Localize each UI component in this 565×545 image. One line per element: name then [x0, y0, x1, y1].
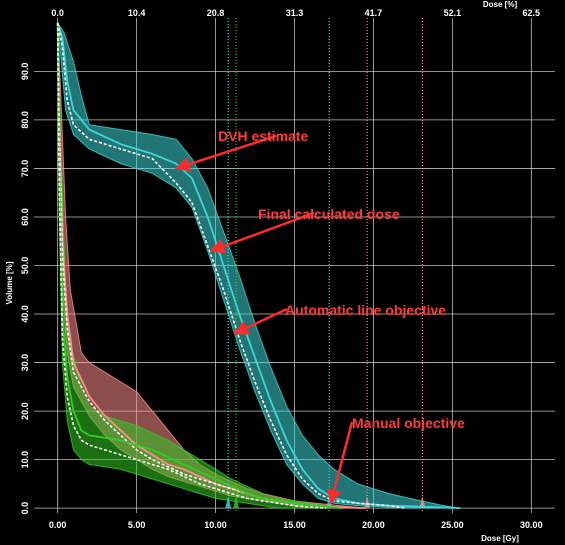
x-tick-label: 10.00 — [204, 520, 227, 530]
series-2-band — [57, 22, 342, 509]
y-axis-label: Volume [%] — [5, 261, 14, 304]
y-tick-label: 80.0 — [20, 111, 30, 129]
x2-tick-label: 20.8 — [207, 8, 225, 18]
x-tick-label: 25.00 — [441, 520, 464, 530]
x2-tick-label: 52.1 — [444, 8, 462, 18]
y-tick-label: 50.0 — [20, 257, 30, 275]
annotation-arrow — [326, 421, 354, 505]
x2-tick-label: 31.3 — [286, 8, 304, 18]
x-axis-label: Dose [Gy] — [481, 534, 519, 543]
series-2-estimate-line — [56, 22, 342, 509]
series-1-objective-marker — [364, 496, 371, 509]
y-tick-label: 30.0 — [20, 354, 30, 372]
series-0-estimate-line — [56, 22, 461, 509]
annotation-arrow — [233, 307, 288, 335]
annotation-arrow — [209, 211, 315, 254]
annotation-label: DVH estimate — [218, 128, 308, 144]
series-0-objective-marker — [225, 496, 232, 509]
x-tick-label: 5.00 — [128, 520, 146, 530]
series-2-objective-marker — [233, 496, 240, 509]
x2-axis-label: Dose [%] — [483, 0, 518, 9]
x2-tick-label: 10.4 — [128, 8, 146, 18]
annotation-label: Final calculated dose — [258, 206, 400, 222]
y-tick-label: 10.0 — [20, 451, 30, 469]
y-tick-label: 0.0 — [20, 502, 30, 515]
x-tick-label: 20.00 — [362, 520, 385, 530]
y-tick-label: 20.0 — [20, 402, 30, 420]
x-tick-label: 30.00 — [520, 520, 543, 530]
annotation-label: Manual objective — [352, 415, 465, 431]
y-tick-label: 90.0 — [20, 63, 30, 81]
y-tick-label: 70.0 — [20, 160, 30, 178]
series-1-objective-marker — [419, 496, 426, 509]
series-2-final-line — [56, 22, 327, 509]
annotation-label: Automatic line objective — [285, 302, 446, 318]
x2-tick-label: 62.5 — [523, 8, 541, 18]
y-tick-label: 60.0 — [20, 208, 30, 226]
y-tick-label: 40.0 — [20, 305, 30, 323]
x2-tick-label: 0.0 — [51, 8, 64, 18]
x-tick-label: 15.00 — [283, 520, 306, 530]
x2-tick-label: 41.7 — [365, 8, 383, 18]
annotation-arrow — [174, 134, 277, 172]
x-tick-label: 0.00 — [49, 520, 67, 530]
